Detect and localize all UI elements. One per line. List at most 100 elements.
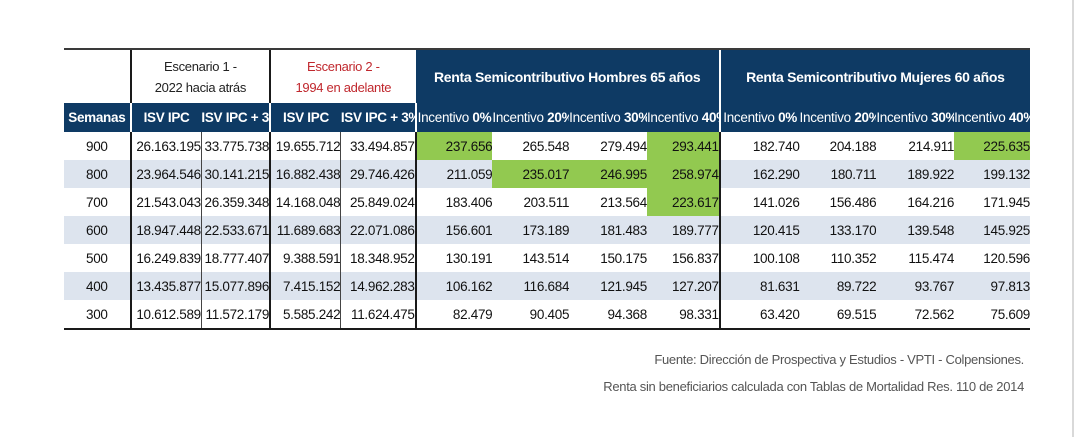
incentivo-word: Incentivo	[646, 110, 699, 125]
table-cell: 33.775.738	[200, 132, 271, 160]
col-header-h-incentivo-0: Incentivo 0%	[414, 103, 493, 132]
escenario-2-line2: 1994 en adelante	[295, 79, 392, 95]
table-cell: 100.108	[718, 244, 800, 272]
incentivo-pct: 30%	[623, 110, 647, 125]
cell-semanas: 600	[64, 216, 131, 244]
table-row: 300 10.612.589 11.572.179 5.585.242 11.6…	[64, 300, 1030, 330]
table-cell: 89.722	[799, 272, 877, 300]
pension-table: Escenario 1 - 2022 hacia atrás Escenario…	[64, 48, 1030, 330]
table-cell-highlight: 225.635	[954, 132, 1030, 160]
incentivo-pct: 0%	[472, 110, 492, 125]
table-cell: 204.188	[829, 138, 877, 154]
incentivo-word: Incentivo	[799, 110, 852, 125]
incentivo-word: Incentivo	[492, 110, 544, 125]
group-header-hombres: Renta Semicontributivo Hombres 65 años	[415, 48, 720, 103]
cell-semanas: 700	[86, 194, 108, 210]
table-cell: 173.189	[492, 216, 570, 244]
table-cell: 94.368	[569, 300, 647, 330]
table-cell: 21.543.043	[129, 188, 202, 216]
table-cell: 279.494	[600, 138, 647, 154]
col-header-isv-ipc-plus-2: ISV IPC + 3%	[340, 103, 416, 132]
table-cell: 25.849.024	[340, 188, 416, 216]
incentivo-pct: 20%	[547, 110, 569, 125]
group-header-row: Escenario 1 - 2022 hacia atrás Escenario…	[64, 48, 1030, 103]
table-cell: 143.514	[522, 250, 570, 266]
escenario-2-header: Escenario 2 - 1994 en adelante	[269, 48, 416, 103]
col-header-m-incentivo-20: Incentivo 20%	[799, 103, 877, 132]
table-cell-highlight: 293.441	[646, 132, 720, 160]
table-cell: 93.767	[876, 272, 955, 300]
table-cell: 130.191	[414, 244, 493, 272]
table-cell: 7.415.152	[269, 272, 341, 300]
col-header-h-incentivo-20: Incentivo 20%	[492, 103, 570, 132]
incentivo-word: Incentivo	[417, 110, 470, 125]
table-cell: 214.911	[908, 138, 955, 154]
table-cell: 211.059	[414, 160, 493, 188]
incentivo-word: Incentivo	[876, 110, 928, 125]
incentivo-word: Incentivo	[954, 110, 1006, 125]
table-cell: 189.922	[876, 160, 955, 188]
table-cell: 199.132	[954, 160, 1030, 188]
table-cell: 121.945	[569, 272, 647, 300]
table-cell: 164.216	[907, 194, 955, 210]
table-row: 600 18.947.448 22.533.671 11.689.683 22.…	[64, 216, 1030, 244]
escenario-1-line2: 2022 hacia atrás	[154, 79, 247, 95]
table-cell: 156.486	[829, 194, 877, 210]
table-cell: 141.026	[718, 188, 800, 216]
table-cell: 18.777.407	[200, 244, 271, 272]
table-cell: 16.882.438	[269, 160, 341, 188]
table-cell: 120.596	[983, 250, 1030, 266]
table-cell: 33.494.857	[340, 132, 416, 160]
table-cell: 22.071.086	[340, 216, 416, 244]
group-header-mujeres: Renta Semicontributivo Mujeres 60 años	[718, 48, 1030, 103]
table-cell: 14.962.283	[340, 272, 416, 300]
table-cell: 265.548	[522, 138, 570, 154]
table-cell: 26.359.348	[200, 188, 271, 216]
table-cell: 63.420	[718, 300, 800, 330]
table-cell-highlight: 237.656	[414, 132, 493, 160]
page-edge-rule	[1072, 0, 1074, 437]
table-cell: 90.405	[492, 300, 570, 330]
escenario-2-line1: Escenario 2 -	[307, 58, 380, 74]
table-cell: 75.609	[954, 300, 1030, 330]
col-header-m-incentivo-0: Incentivo 0%	[718, 103, 800, 132]
table-cell: 10.612.589	[129, 300, 202, 330]
table-cell: 11.572.179	[200, 300, 271, 330]
table-cell-highlight: 258.974	[646, 160, 720, 188]
table-cell: 18.348.952	[340, 244, 416, 272]
table-cell: 183.406	[414, 188, 493, 216]
table-row: 500 16.249.839 18.777.407 9.388.591 18.3…	[64, 244, 1030, 272]
incentivo-pct: 20%	[854, 110, 876, 125]
table-cell: 171.945	[983, 194, 1030, 210]
cell-semanas: 500	[86, 250, 108, 266]
incentivo-word: Incentivo	[569, 110, 621, 125]
table-cell: 15.077.896	[200, 272, 271, 300]
table-cell: 81.631	[718, 272, 800, 300]
table-cell: 30.141.215	[200, 160, 271, 188]
table-cell: 9.388.591	[269, 244, 341, 272]
column-header-row: Semanas ISV IPC ISV IPC + 3% ISV IPC ISV…	[64, 103, 1030, 132]
table-cell: 69.515	[799, 300, 877, 330]
mortality-note: Renta sin beneficiarios calculada con Ta…	[603, 379, 1024, 394]
table-cell: 106.162	[414, 272, 493, 300]
table-cell: 180.711	[799, 160, 877, 188]
table-cell: 156.601	[414, 216, 493, 244]
table-cell: 11.689.683	[269, 216, 341, 244]
table-cell: 115.474	[908, 250, 955, 266]
table-cell: 29.746.426	[340, 160, 416, 188]
table-cell: 14.168.048	[269, 188, 341, 216]
incentivo-pct: 40%	[701, 110, 720, 125]
table-cell: 13.435.877	[129, 272, 202, 300]
table-cell: 181.483	[569, 216, 647, 244]
col-header-m-incentivo-30: Incentivo 30%	[876, 103, 955, 132]
table-row: 800 23.964.546 30.141.215 16.882.438 29.…	[64, 160, 1030, 188]
table-cell-highlight: 223.617	[646, 188, 720, 216]
table-cell: 26.163.195	[129, 132, 202, 160]
col-header-semanas: Semanas	[64, 103, 131, 132]
table-cell: 82.479	[414, 300, 493, 330]
incentivo-word: Incentivo	[723, 110, 775, 125]
table-cell: 116.684	[492, 272, 570, 300]
table-cell: 11.624.475	[340, 300, 416, 330]
table-row: 900 26.163.195 33.775.738 19.655.712 33.…	[64, 132, 1030, 160]
escenario-1-header: Escenario 1 - 2022 hacia atrás	[129, 48, 271, 103]
